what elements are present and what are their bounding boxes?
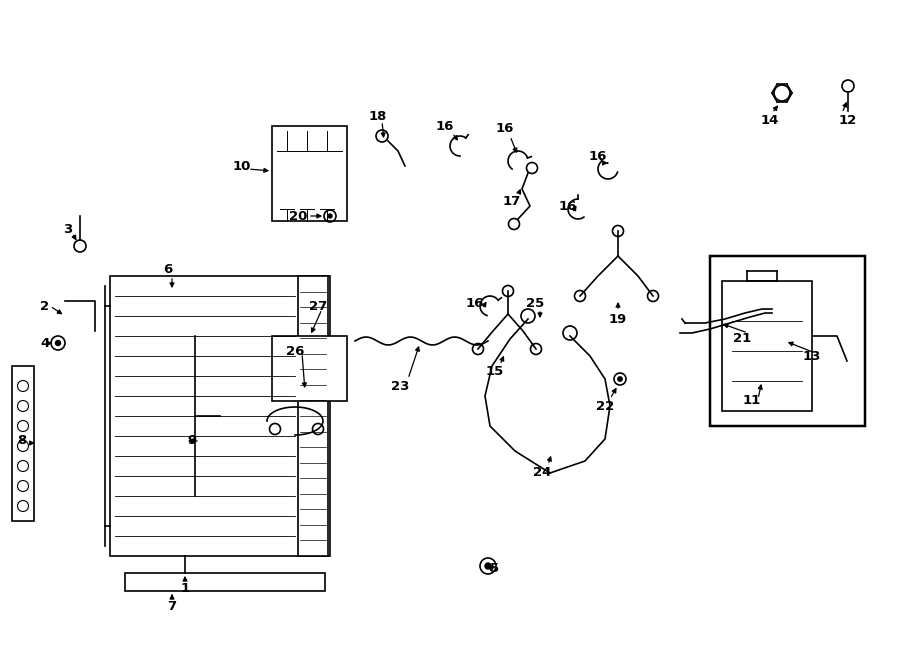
Text: 13: 13 bbox=[803, 350, 821, 362]
Text: 16: 16 bbox=[436, 120, 454, 132]
Text: 14: 14 bbox=[760, 114, 779, 128]
Text: 16: 16 bbox=[589, 149, 608, 163]
Text: 26: 26 bbox=[286, 344, 304, 358]
Text: 22: 22 bbox=[596, 399, 614, 412]
Bar bbox=[298, 276, 328, 556]
Text: 12: 12 bbox=[839, 114, 857, 128]
Text: 11: 11 bbox=[742, 395, 761, 407]
Text: 16: 16 bbox=[466, 297, 484, 309]
Text: 16: 16 bbox=[496, 122, 514, 136]
Circle shape bbox=[56, 340, 60, 346]
Text: 1: 1 bbox=[180, 582, 190, 596]
Text: 17: 17 bbox=[503, 194, 521, 208]
Text: 25: 25 bbox=[526, 297, 544, 309]
Bar bbox=[125, 573, 325, 591]
Text: 20: 20 bbox=[289, 210, 307, 223]
Circle shape bbox=[328, 214, 332, 218]
Text: 16: 16 bbox=[559, 200, 577, 212]
Text: 3: 3 bbox=[63, 223, 73, 235]
Text: 6: 6 bbox=[164, 262, 173, 276]
Bar bbox=[710, 256, 865, 426]
Text: 9: 9 bbox=[187, 434, 196, 447]
Bar bbox=[272, 336, 347, 401]
Text: 5: 5 bbox=[491, 563, 500, 576]
Text: 27: 27 bbox=[309, 299, 327, 313]
Text: 24: 24 bbox=[533, 467, 551, 479]
Text: 4: 4 bbox=[40, 336, 50, 350]
Text: 8: 8 bbox=[17, 434, 27, 447]
Text: 19: 19 bbox=[609, 313, 627, 325]
Bar bbox=[12, 366, 34, 521]
Text: 10: 10 bbox=[233, 159, 251, 173]
Bar bbox=[272, 126, 347, 221]
Bar bbox=[110, 276, 330, 556]
Text: 21: 21 bbox=[733, 332, 751, 346]
Text: 23: 23 bbox=[391, 379, 410, 393]
Text: 18: 18 bbox=[369, 110, 387, 122]
Circle shape bbox=[485, 563, 491, 569]
Circle shape bbox=[617, 377, 622, 381]
Text: 7: 7 bbox=[167, 600, 176, 613]
Bar bbox=[722, 281, 812, 411]
Text: 2: 2 bbox=[40, 299, 50, 313]
Text: 15: 15 bbox=[486, 364, 504, 377]
